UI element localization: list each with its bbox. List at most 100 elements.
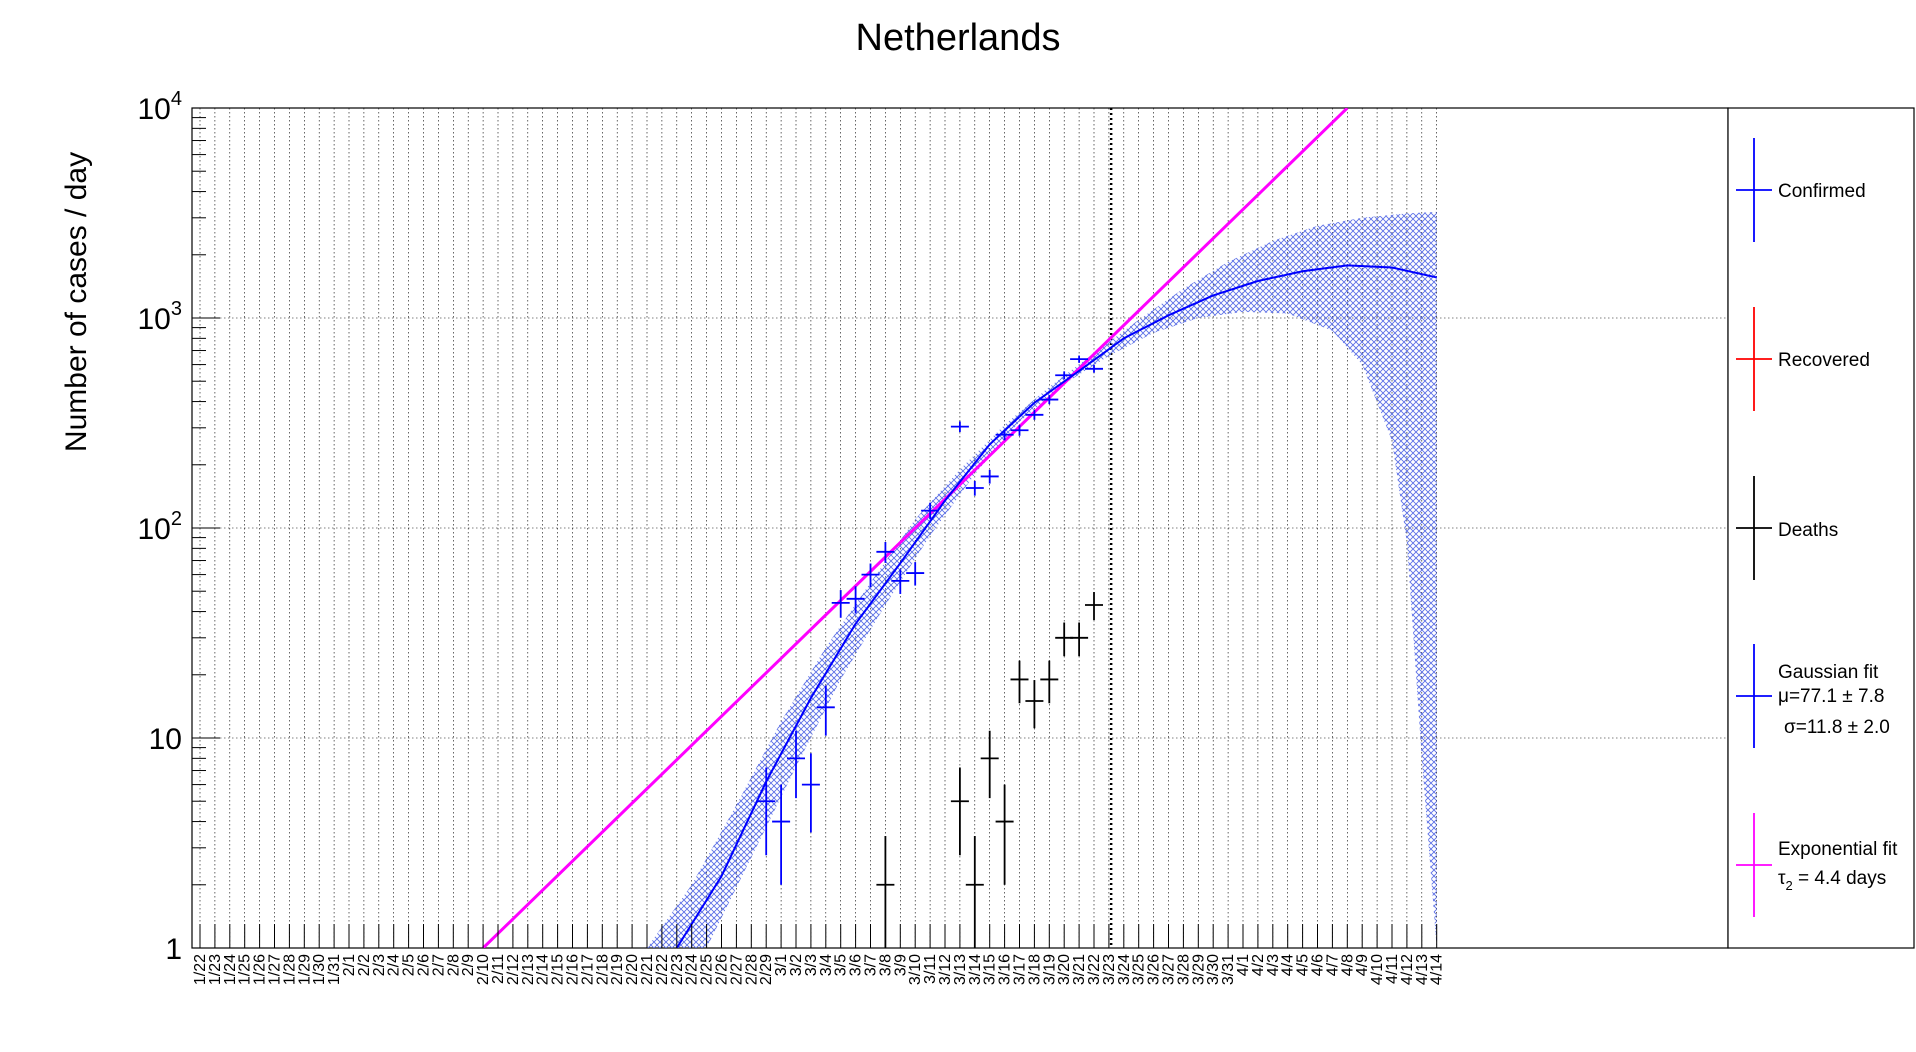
x-tick-label: 3/19 [1041, 954, 1058, 985]
x-tick-label: 3/11 [922, 954, 939, 984]
x-tick-label: 3/30 [1205, 954, 1222, 985]
x-tick-label: 1/30 [311, 954, 328, 985]
y-tick-label-exponent: 3 [171, 298, 182, 320]
x-tick-label: 2/7 [430, 954, 447, 976]
x-tick-label: 2/16 [565, 954, 582, 985]
x-tick-label: 1/23 [207, 954, 224, 985]
gaussian-fit-line [675, 264, 1437, 948]
x-tick-label: 3/5 [833, 954, 850, 976]
x-tick-label: 2/5 [401, 954, 418, 976]
x-tick-label: 3/20 [1056, 954, 1073, 985]
legend-label-gaussian: Gaussian fit [1778, 662, 1879, 683]
x-tick-label: 3/17 [1012, 954, 1029, 985]
x-tick-label: 3/14 [967, 954, 984, 985]
x-tick-label: 2/19 [609, 954, 626, 985]
legend-label-deaths: Deaths [1778, 520, 1838, 541]
legend-exponential-tau: τ2 = 4.4 days [1778, 868, 1886, 893]
x-tick-label: 3/26 [1146, 954, 1163, 985]
x-tick-label: 3/29 [1190, 954, 1207, 985]
x-tick-label: 3/8 [877, 954, 894, 976]
y-tick-label: 104 [138, 88, 183, 126]
x-tick-label: 2/4 [386, 954, 403, 976]
x-tick-label: 4/6 [1310, 954, 1327, 976]
x-tick-label: 4/5 [1295, 954, 1312, 976]
x-tick-label: 4/12 [1399, 954, 1416, 985]
y-tick-label: 103 [138, 298, 183, 336]
x-tick-label: 2/9 [460, 954, 477, 976]
x-tick-label: 2/13 [520, 954, 537, 985]
x-tick-label: 4/13 [1414, 954, 1431, 985]
x-tick-label: 3/7 [863, 954, 880, 976]
x-tick-label: 4/11 [1384, 954, 1401, 984]
x-tick-label: 4/4 [1280, 954, 1297, 976]
gaussian-error-band [647, 211, 1437, 948]
x-tick-label: 3/13 [952, 954, 969, 985]
x-tick-label: 2/12 [505, 954, 522, 985]
legend-label-confirmed: Confirmed [1778, 181, 1866, 202]
x-tick-label: 2/26 [714, 954, 731, 985]
fit-curves [482, 108, 1437, 948]
x-tick-label: 1/31 [326, 954, 343, 985]
x-tick-label: 2/17 [579, 954, 596, 985]
x-tick-label: 3/2 [788, 954, 805, 976]
x-tick-label: 3/27 [1161, 954, 1178, 985]
x-tick-label: 2/10 [475, 954, 492, 985]
x-tick-label: 3/15 [982, 954, 999, 985]
x-tick-label: 3/25 [1131, 954, 1148, 985]
y-tick-label-base: 10 [138, 93, 171, 126]
legend-label-exponential: Exponential fit [1778, 839, 1898, 860]
x-tick-label: 2/21 [639, 954, 656, 985]
x-tick-label: 2/8 [445, 954, 462, 976]
x-tick-label: 3/21 [1071, 954, 1088, 985]
x-axis: 1/221/231/241/251/261/271/281/291/301/31… [192, 924, 1446, 985]
x-tick-label: 2/11 [490, 954, 507, 984]
x-tick-label: 2/6 [416, 954, 433, 976]
legend-tau-subscript: 2 [1786, 878, 1793, 893]
gaussian-band-area [647, 211, 1437, 948]
y-tick-label: 10 [149, 723, 182, 756]
y-tick-label-exponent: 2 [171, 508, 182, 530]
x-tick-label: 3/1 [773, 954, 790, 976]
x-tick-label: 1/28 [281, 954, 298, 985]
x-tick-label: 4/7 [1324, 954, 1341, 976]
legend: Confirmed Recovered Deaths Gaussian fit … [1727, 107, 1915, 949]
x-tick-label: 2/24 [684, 954, 701, 985]
y-axis-label: Number of cases / day [60, 152, 93, 452]
x-tick-label: 2/25 [699, 954, 716, 985]
y-tick-label: 1 [165, 933, 182, 966]
x-tick-label: 3/10 [907, 954, 924, 985]
x-tick-label: 2/1 [341, 954, 358, 976]
y-tick-label-exponent: 4 [171, 88, 182, 110]
exponential-fit-line [482, 108, 1349, 948]
x-tick-label: 2/14 [535, 954, 552, 985]
legend-label-recovered: Recovered [1778, 350, 1870, 371]
legend-tau-value: = 4.4 days [1793, 868, 1886, 889]
x-tick-label: 3/24 [1116, 954, 1133, 985]
x-tick-label: 3/4 [818, 954, 835, 976]
x-tick-label: 2/15 [550, 954, 567, 985]
x-tick-label: 2/18 [594, 954, 611, 985]
x-tick-label: 1/26 [252, 954, 269, 985]
y-tick-label: 102 [138, 508, 183, 546]
legend-gaussian-sigma: σ=11.8 ± 2.0 [1784, 717, 1890, 738]
x-tick-label: 3/9 [892, 954, 909, 976]
y-tick-label-base: 10 [138, 303, 171, 336]
x-tick-label: 3/28 [1175, 954, 1192, 985]
x-tick-label: 2/23 [669, 954, 686, 985]
x-tick-label: 1/22 [192, 954, 209, 985]
x-tick-label: 3/31 [1220, 954, 1237, 985]
y-tick-label-base: 10 [138, 513, 171, 546]
x-tick-label: 3/18 [1026, 954, 1043, 985]
x-tick-label: 4/9 [1354, 954, 1371, 976]
x-tick-label: 3/6 [848, 954, 865, 976]
chart-title: Netherlands [856, 17, 1061, 59]
x-tick-label: 4/10 [1369, 954, 1386, 985]
x-tick-label: 3/23 [1101, 954, 1118, 985]
x-tick-label: 4/14 [1429, 954, 1446, 985]
x-tick-label: 2/29 [758, 954, 775, 985]
legend-markers [1736, 138, 1772, 917]
x-tick-label: 2/27 [728, 954, 745, 985]
x-tick-label: 2/3 [371, 954, 388, 976]
x-tick-label: 1/24 [222, 954, 239, 985]
